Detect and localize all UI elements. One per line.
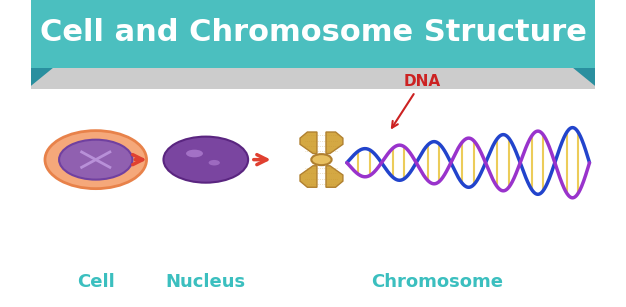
Polygon shape	[326, 166, 343, 187]
FancyBboxPatch shape	[31, 68, 595, 89]
Circle shape	[311, 154, 332, 165]
Text: Cell and Chromosome Structure: Cell and Chromosome Structure	[39, 18, 587, 47]
Ellipse shape	[163, 137, 248, 183]
FancyBboxPatch shape	[31, 0, 595, 68]
Ellipse shape	[59, 140, 133, 180]
Text: Chromosome: Chromosome	[371, 274, 503, 291]
Text: Nucleus: Nucleus	[166, 274, 246, 291]
Ellipse shape	[208, 160, 220, 165]
Polygon shape	[573, 68, 595, 86]
Ellipse shape	[186, 150, 203, 157]
Polygon shape	[300, 132, 317, 154]
Polygon shape	[31, 68, 53, 86]
Text: DNA: DNA	[392, 74, 441, 128]
Text: Cell: Cell	[77, 274, 115, 291]
Ellipse shape	[45, 131, 146, 188]
Polygon shape	[300, 166, 317, 187]
Polygon shape	[326, 132, 343, 154]
